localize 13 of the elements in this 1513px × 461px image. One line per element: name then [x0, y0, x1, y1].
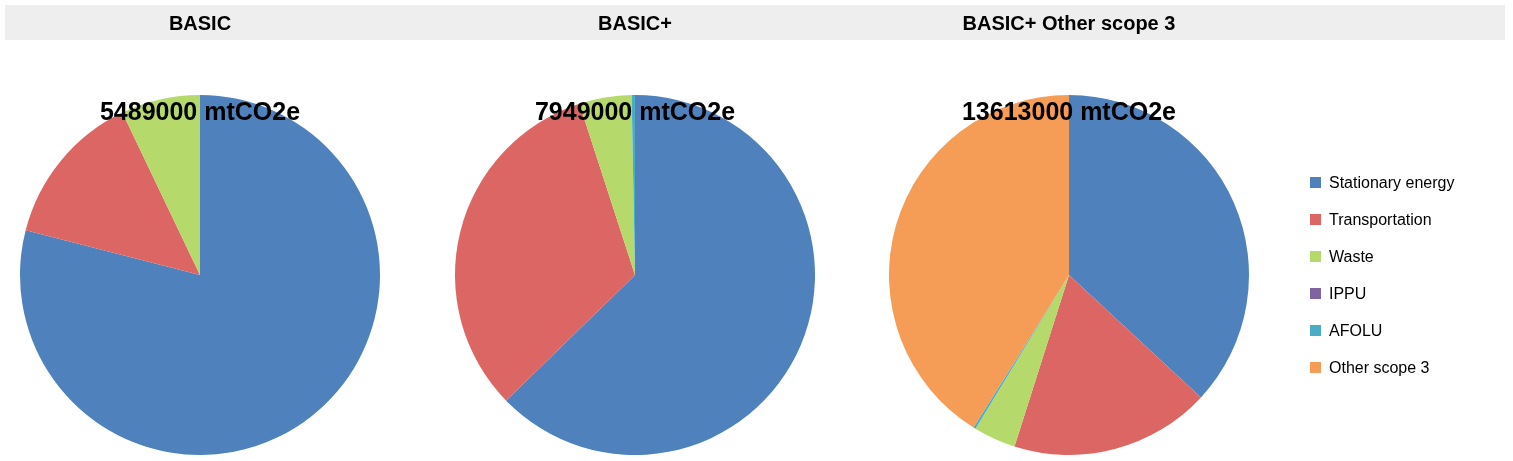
- legend-label: Stationary energy: [1329, 174, 1455, 191]
- chart-title: BASIC+ Other scope 3: [962, 12, 1176, 34]
- pie-slice: [506, 95, 815, 455]
- legend-label: AFOLU: [1329, 322, 1383, 339]
- chart-title: BASIC+: [598, 12, 672, 34]
- pie-slice: [1014, 275, 1201, 455]
- legend-label: Transportation: [1329, 211, 1432, 228]
- pie-slice: [20, 95, 380, 455]
- legend-label: IPPU: [1329, 285, 1367, 302]
- legend-label: Waste: [1329, 248, 1374, 265]
- pie-slice: [455, 103, 635, 401]
- legend-label: Other scope 3: [1329, 359, 1430, 376]
- chart-title: BASIC: [168, 12, 232, 34]
